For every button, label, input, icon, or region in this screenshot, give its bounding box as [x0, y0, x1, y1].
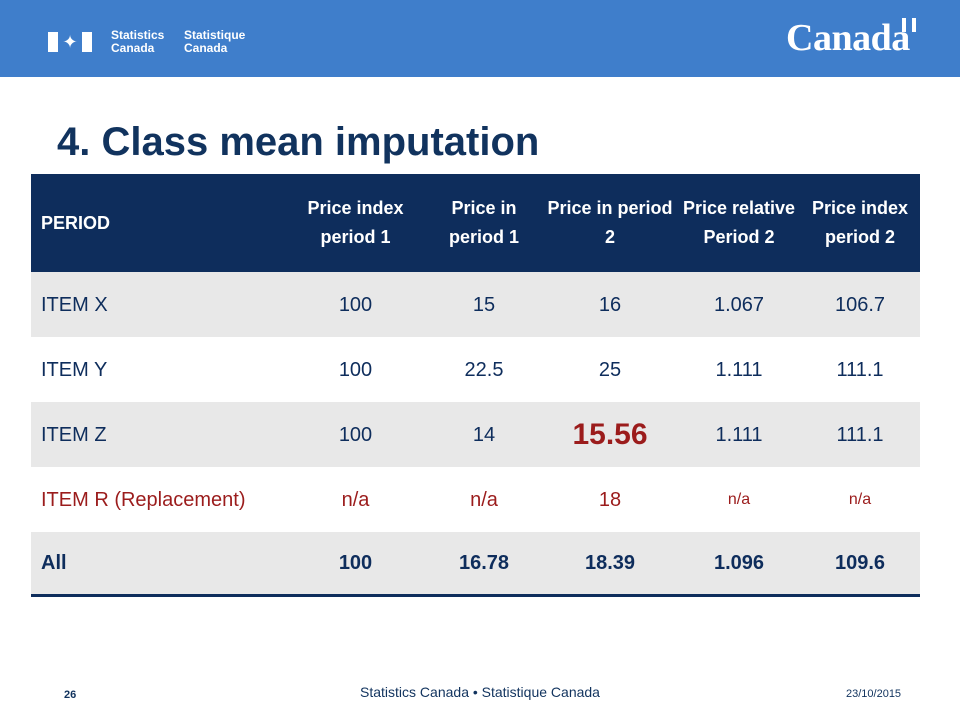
table-cell: 18: [542, 467, 678, 532]
table-cell: 100: [285, 272, 426, 337]
table-cell: 18.39: [542, 532, 678, 597]
row-label: ITEM Y: [31, 337, 285, 402]
imputed-value-cell: 15.56: [542, 402, 678, 467]
table-total-row: All 100 16.78 18.39 1.096 109.6: [31, 532, 920, 597]
row-label: ITEM Z: [31, 402, 285, 467]
org-name-english: Statistics Canada: [111, 28, 165, 55]
column-header-price-relative-p2: Price relative Period 2: [678, 174, 800, 272]
table-cell: 1.111: [678, 402, 800, 467]
table-cell: 106.7: [800, 272, 920, 337]
table-cell: 100: [285, 402, 426, 467]
column-header-period: PERIOD: [31, 174, 285, 272]
column-header-price-index-p1: Price index period 1: [285, 174, 426, 272]
table-cell: 15: [426, 272, 542, 337]
table-cell: 22.5: [426, 337, 542, 402]
row-label: ITEM X: [31, 272, 285, 337]
row-label: ITEM R (Replacement): [31, 467, 285, 532]
table-cell: 1.111: [678, 337, 800, 402]
table-header-row: PERIOD Price index period 1 Price in per…: [31, 174, 920, 272]
footer-date: 23/10/2015: [846, 688, 902, 700]
table-cell: 16.78: [426, 532, 542, 597]
column-header-price-p2: Price in period 2: [542, 174, 678, 272]
table-cell: n/a: [678, 467, 800, 532]
table-cell: 111.1: [800, 402, 920, 467]
page-number: 26: [64, 689, 77, 701]
canada-wordmark: Canada: [786, 17, 910, 59]
slide-title: 4. Class mean imputation: [57, 120, 540, 164]
imputation-table: PERIOD Price index period 1 Price in per…: [31, 174, 920, 597]
table-cell: 14: [426, 402, 542, 467]
org-name-french: Statistique Canada: [184, 28, 246, 55]
top-banner: ✦ Statistics Canada Statistique Canada C…: [0, 0, 960, 77]
table-row: ITEM Z 100 14 15.56 1.111 111.1: [31, 402, 920, 467]
table-cell: 1.067: [678, 272, 800, 337]
table-cell: 1.096: [678, 532, 800, 597]
column-header-price-p1: Price in period 1: [426, 174, 542, 272]
table-row: ITEM R (Replacement) n/a n/a 18 n/a n/a: [31, 467, 920, 532]
table-cell: 100: [285, 337, 426, 402]
table-row: ITEM Y 100 22.5 25 1.111 111.1: [31, 337, 920, 402]
table-cell: 111.1: [800, 337, 920, 402]
table-cell: n/a: [426, 467, 542, 532]
table-cell: 16: [542, 272, 678, 337]
row-label: All: [31, 532, 285, 597]
wordmark-flag-icon: [902, 18, 916, 32]
table-row: ITEM X 100 15 16 1.067 106.7: [31, 272, 920, 337]
table-cell: n/a: [800, 467, 920, 532]
table-cell: 109.6: [800, 532, 920, 597]
canada-flag-icon: ✦: [48, 32, 92, 52]
table-cell: 25: [542, 337, 678, 402]
table-cell: n/a: [285, 467, 426, 532]
column-header-price-index-p2: Price index period 2: [800, 174, 920, 272]
table-cell: 100: [285, 532, 426, 597]
footer-text: Statistics Canada • Statistique Canada: [360, 684, 600, 700]
